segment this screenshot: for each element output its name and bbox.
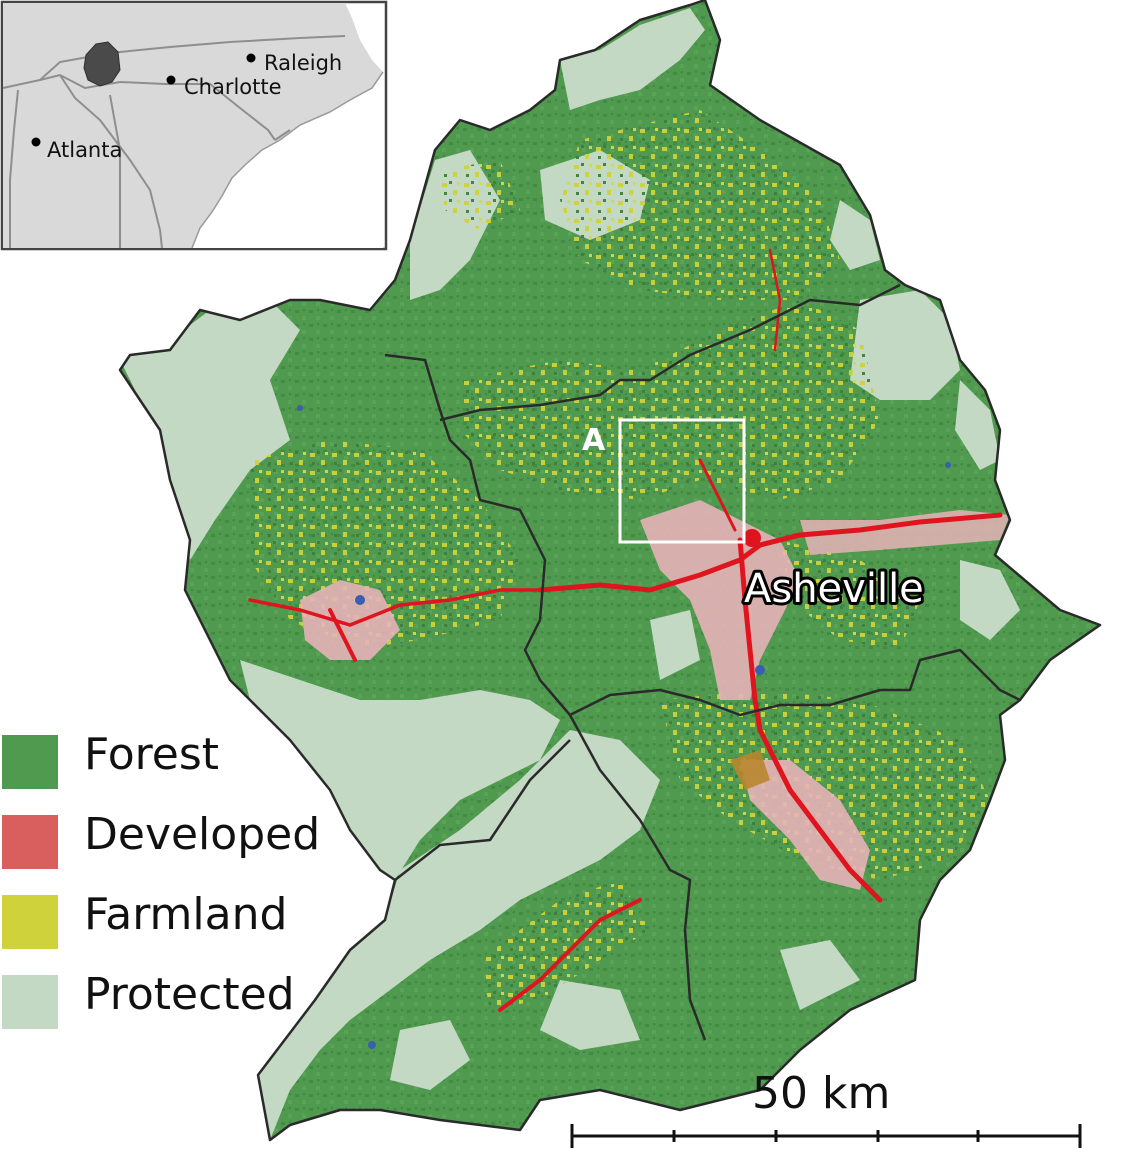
inset-map: Raleigh Charlotte Atlanta	[0, 0, 388, 251]
county-boundaries	[118, 0, 1102, 1142]
inset-sea	[192, 72, 383, 248]
legend: Forest Developed Farmland Protected	[2, 729, 332, 1055]
legend-item-developed: Developed	[2, 809, 332, 895]
legend-swatch-farmland	[2, 895, 58, 949]
inset-state-lines	[2, 35, 346, 249]
study-box-a	[618, 418, 746, 544]
legend-swatch-forest	[2, 735, 58, 789]
legend-swatch-protected	[2, 975, 58, 1029]
water-bodies	[297, 405, 951, 1049]
inset-coastline	[191, 71, 384, 249]
developed-areas	[248, 248, 1010, 1012]
asheville-label: Asheville	[744, 566, 924, 612]
charlotte-label: Charlotte	[184, 75, 282, 99]
raleigh-marker	[246, 53, 256, 63]
legend-label-forest: Forest	[84, 729, 220, 780]
scale-bar-label: 50 km	[752, 1068, 891, 1119]
legend-item-farmland: Farmland	[2, 889, 332, 975]
study-box-label: A	[582, 423, 606, 458]
protected-areas	[120, 8, 1020, 1140]
atlanta-label: Atlanta	[47, 138, 122, 162]
atlanta-marker	[31, 137, 41, 147]
legend-item-protected: Protected	[2, 969, 332, 1055]
legend-label-protected: Protected	[84, 969, 295, 1020]
charlotte-marker	[166, 75, 176, 85]
legend-label-farmland: Farmland	[84, 889, 288, 940]
asheville-urban-core	[743, 529, 761, 547]
legend-swatch-developed	[2, 815, 58, 869]
inset-study-region	[83, 41, 121, 87]
legend-item-forest: Forest	[2, 729, 332, 815]
scale-bar	[570, 1124, 1082, 1148]
raleigh-label: Raleigh	[264, 51, 342, 75]
legend-label-developed: Developed	[84, 809, 321, 860]
